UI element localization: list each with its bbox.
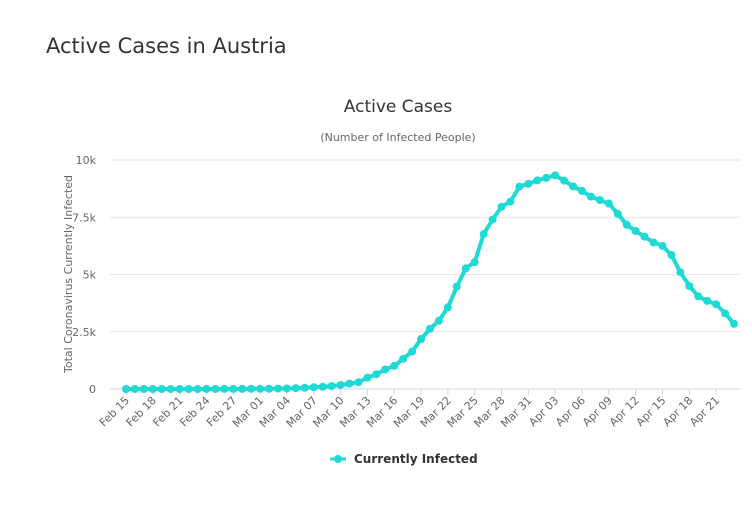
point [595,196,604,205]
point [345,379,354,388]
point [452,282,461,291]
legend-label: Currently Infected [354,452,478,466]
y-tick-label: 5k [83,269,97,282]
point [238,384,247,393]
page-title: Active Cases in Austria [46,34,287,58]
point [327,382,336,391]
point [139,385,148,393]
point [613,209,622,218]
point [506,197,515,206]
point [586,192,595,201]
point [166,385,175,393]
y-tick-label: 2.5k [72,326,96,339]
point [408,347,417,356]
point [193,385,202,393]
point [122,385,130,393]
point [542,173,551,182]
point [274,384,282,393]
point [381,365,390,374]
point [354,378,363,387]
chart-title: Active Cases [344,97,453,117]
point [551,171,560,180]
line [126,173,736,391]
point [399,354,408,363]
point [265,384,274,393]
point [667,251,676,260]
point [202,385,211,393]
y-tick-label: 10k [76,154,97,167]
point [390,361,399,370]
point [256,384,265,393]
point [148,385,157,393]
point [515,182,524,191]
y-tick-label: 7.5k [72,211,96,224]
point [211,384,220,393]
point [712,300,721,309]
point [229,384,238,393]
point [730,319,738,328]
point [631,226,640,235]
point [649,238,658,247]
point [247,384,256,393]
point [372,370,381,379]
point [622,220,631,229]
point [694,292,703,301]
point [703,296,712,305]
point [604,199,613,208]
point [363,373,372,382]
point [318,382,327,391]
point [184,385,193,393]
point [443,303,452,312]
point [220,384,229,393]
y-axis-label: Total Coronavirus Currently Infected [62,175,75,374]
point [676,268,685,277]
point [479,230,488,239]
point [470,258,479,267]
point [560,176,569,185]
y-tick-label: 0 [89,383,96,396]
point [309,383,318,392]
point [291,384,300,393]
point [461,264,470,273]
point [175,385,184,393]
point [658,241,667,250]
point [426,324,434,333]
point [336,380,345,389]
point [300,383,309,392]
chart-subtitle: (Number of Infected People) [320,131,475,144]
point [130,385,139,393]
point [434,316,443,325]
point [157,385,166,393]
point [282,384,291,393]
point [685,281,694,290]
point [497,202,506,211]
point [640,232,649,241]
point [578,186,586,195]
legend-marker [334,455,342,463]
point [533,176,542,185]
point [721,309,730,318]
point [417,335,426,344]
point [524,179,533,188]
x-tick-label: Apr 21 [687,394,722,429]
point [569,182,578,191]
point [488,215,497,224]
